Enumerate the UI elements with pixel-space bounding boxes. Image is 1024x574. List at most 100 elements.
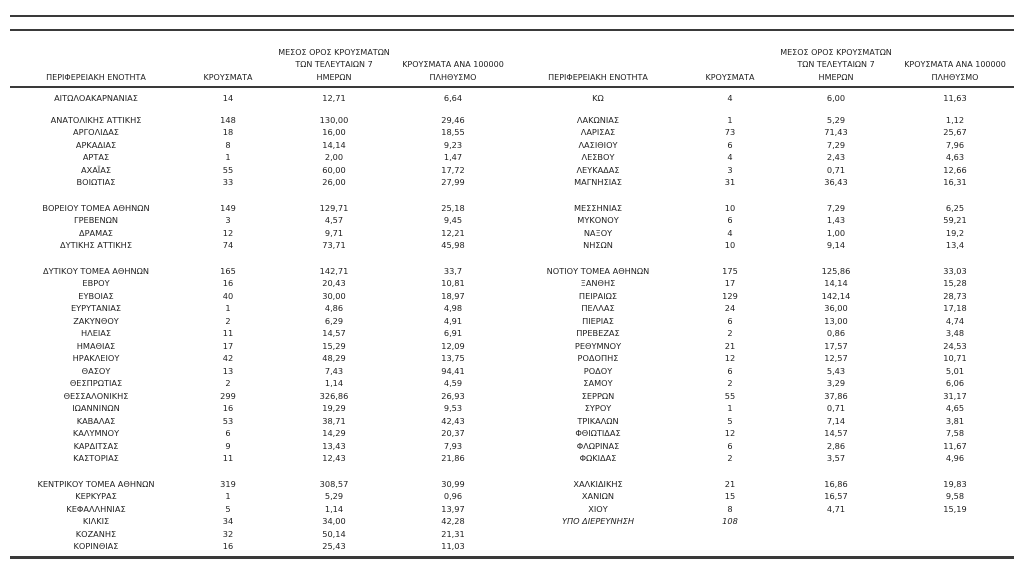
top-rule-2 xyxy=(10,29,1014,31)
table-row: ΑΡΚΑΔΙΑΣ 8 14,14 9,23 xyxy=(10,139,512,152)
per100k-cell: 26,93 xyxy=(441,390,465,401)
avg7-cell: 9,14 xyxy=(826,240,846,250)
table-row: ΠΕΙΡΑΙΩΣ 129 142,14 28,73 xyxy=(512,290,1014,303)
avg7-cell: 125,86 xyxy=(821,265,851,276)
cases-cell: 14 xyxy=(222,93,234,103)
cases-cell: 16 xyxy=(222,541,234,551)
table-row: ΕΥΡΥΤΑΝΙΑΣ 1 4,86 4,98 xyxy=(10,302,512,315)
avg7-cell: 9,71 xyxy=(324,227,344,238)
avg7-cell: 15,29 xyxy=(322,340,346,351)
cases-cell: 9 xyxy=(225,440,231,451)
cases-cell: 12 xyxy=(724,428,736,438)
per100k-cell: 27,99 xyxy=(441,177,465,187)
avg7-cell: 1,43 xyxy=(826,215,846,225)
per100k-cell: 12,66 xyxy=(943,164,967,175)
region-cell: ΧΑΛΚΙΔΙΚΗΣ xyxy=(573,478,623,489)
cases-cell: 3 xyxy=(225,215,231,225)
avg7-cell: 14,14 xyxy=(322,139,346,150)
header-cases-label: ΚΡΟΥΣΜΑΤΑ xyxy=(203,72,253,82)
per100k-cell: 25,18 xyxy=(441,202,465,213)
region-cell: ΗΜΑΘΙΑΣ xyxy=(76,340,116,351)
avg7-cell: 26,00 xyxy=(322,177,346,187)
avg7-cell: 0,71 xyxy=(826,403,846,413)
cases-cell: 129 xyxy=(722,290,738,301)
avg7-cell: 25,43 xyxy=(322,541,346,551)
avg7-cell: 14,29 xyxy=(322,428,346,438)
cases-cell: 5 xyxy=(225,503,231,514)
per100k-cell: 6,06 xyxy=(945,378,965,388)
table-row: ΧΑΛΚΙΔΙΚΗΣ 21 16,86 19,83 xyxy=(512,478,1014,491)
group-spacer xyxy=(512,105,1014,114)
region-cell: ΔΡΑΜΑΣ xyxy=(79,227,113,238)
table-row: ΘΕΣΠΡΩΤΙΑΣ 2 1,14 4,59 xyxy=(10,377,512,390)
cases-cell: 17 xyxy=(724,278,736,288)
per100k-cell: 94,41 xyxy=(441,365,465,376)
table-row: ΑΝΑΤΟΛΙΚΗΣ ΑΤΤΙΚΗΣ 148 130,00 29,46 xyxy=(10,114,512,127)
region-cell: ΚΑΡΔΙΤΣΑΣ xyxy=(73,440,119,451)
per100k-cell: 29,46 xyxy=(441,114,465,125)
per100k-cell: 16,31 xyxy=(943,177,967,187)
avg7-cell: 50,14 xyxy=(322,528,346,539)
region-cell: ΛΕΣΒΟΥ xyxy=(581,152,615,162)
header-cases: ΚΡΟΥΣΜΑΤΑ xyxy=(182,34,274,84)
cases-cell: 40 xyxy=(222,290,234,301)
cases-cell: 34 xyxy=(222,516,234,526)
cases-cell: 13 xyxy=(222,365,234,376)
region-cell: ΚΑΛΥΜΝΟΥ xyxy=(72,428,120,438)
table-row: ΞΑΝΘΗΣ 17 14,14 15,28 xyxy=(512,277,1014,290)
table-row: ΚΑΒΑΛΑΣ 53 38,71 42,43 xyxy=(10,415,512,428)
avg7-cell: 4,57 xyxy=(324,215,344,225)
avg7-cell: 38,71 xyxy=(322,415,346,426)
per100k-cell: 4,65 xyxy=(945,403,965,413)
avg7-cell: 48,29 xyxy=(322,353,346,363)
region-cell: ΣΕΡΡΩΝ xyxy=(581,390,615,401)
cases-cell: 18 xyxy=(222,127,234,137)
table-row: ΑΡΤΑΣ 1 2,00 1,47 xyxy=(10,151,512,164)
region-cell: ΣΥΡΟΥ xyxy=(584,403,612,413)
region-cell: ΛΑΣΙΘΙΟΥ xyxy=(578,139,618,150)
cases-cell: 2 xyxy=(225,378,231,388)
avg7-cell: 13,43 xyxy=(322,440,346,451)
per100k-cell: 5,01 xyxy=(945,365,965,376)
region-cell: ΚΟΖΑΝΗΣ xyxy=(75,528,117,539)
avg7-cell: 14,57 xyxy=(824,428,848,438)
region-cell: ΤΡΙΚΑΛΩΝ xyxy=(577,415,619,426)
cases-cell: 4 xyxy=(727,93,733,103)
avg7-cell: 6,00 xyxy=(826,93,846,103)
table-row: ΡΟΔΟΥ 6 5,43 5,01 xyxy=(512,365,1014,378)
per100k-cell: 9,58 xyxy=(945,491,965,501)
cases-cell: 12 xyxy=(724,353,736,363)
avg7-cell: 2,86 xyxy=(826,440,846,451)
region-cell: ΛΑΡΙΣΑΣ xyxy=(580,127,616,137)
table-row: ΚΙΛΚΙΣ 34 34,00 42,28 xyxy=(10,515,512,528)
per100k-cell: 17,72 xyxy=(441,164,465,175)
table-row: ΜΥΚΟΝΟΥ 6 1,43 59,21 xyxy=(512,214,1014,227)
cases-cell: 6 xyxy=(727,315,733,326)
region-cell: ΝΟΤΙΟΥ ΤΟΜΕΑ ΑΘΗΝΩΝ xyxy=(546,265,650,276)
cases-cell: 16 xyxy=(222,278,234,288)
region-cell: ΘΕΣΣΑΛΟΝΙΚΗΣ xyxy=(63,390,129,401)
per100k-cell: 20,37 xyxy=(441,428,465,438)
avg7-cell: 130,00 xyxy=(319,114,349,125)
cases-cell: 8 xyxy=(225,139,231,150)
header-per100k-line2: ΠΛΗΘΥΣΜΟ xyxy=(429,72,477,82)
avg7-cell: 129,71 xyxy=(319,202,349,213)
per100k-cell: 21,86 xyxy=(441,453,465,463)
avg7-cell: 142,14 xyxy=(821,290,851,301)
region-cell: ΑΙΤΩΛΟΑΚΑΡΝΑΝΙΑΣ xyxy=(54,93,138,103)
region-cell: ΑΝΑΤΟΛΙΚΗΣ ΑΤΤΙΚΗΣ xyxy=(50,114,142,125)
cases-cell: 73 xyxy=(724,127,736,137)
cases-cell: 11 xyxy=(222,453,234,463)
per100k-cell: 9,23 xyxy=(443,139,463,150)
table-body-right: ΚΩ 4 6,00 11,63 ΛΑΚΩΝΙΑΣ 1 5,29 1,12 ΛΑΡΙΣΑΣ 73 71… xyxy=(512,92,1014,553)
cases-cell: 55 xyxy=(724,390,736,401)
avg7-cell: 0,86 xyxy=(826,328,846,338)
per100k-cell: 3,48 xyxy=(945,328,965,338)
region-cell: ΡΕΘΥΜΝΟΥ xyxy=(574,340,622,351)
avg7-cell: 4,86 xyxy=(324,303,344,313)
header-avg7: ΜΕΣΟΣ ΟΡΟΣ ΚΡΟΥΣΜΑΤΩΝ ΤΩΝ ΤΕΛΕΥΤΑΙΩΝ 7 Η… xyxy=(274,34,394,84)
table-body: ΑΙΤΩΛΟΑΚΑΡΝΑΝΙΑΣ 14 12,71 6,64 ΑΝΑΤΟΛΙΚΗΣ ΑΤ… xyxy=(10,92,1014,553)
table-row: ΦΛΩΡΙΝΑΣ 6 2,86 11,67 xyxy=(512,440,1014,453)
table-row: ΛΕΥΚΑΔΑΣ 3 0,71 12,66 xyxy=(512,164,1014,177)
cases-cell: 2 xyxy=(225,315,231,326)
